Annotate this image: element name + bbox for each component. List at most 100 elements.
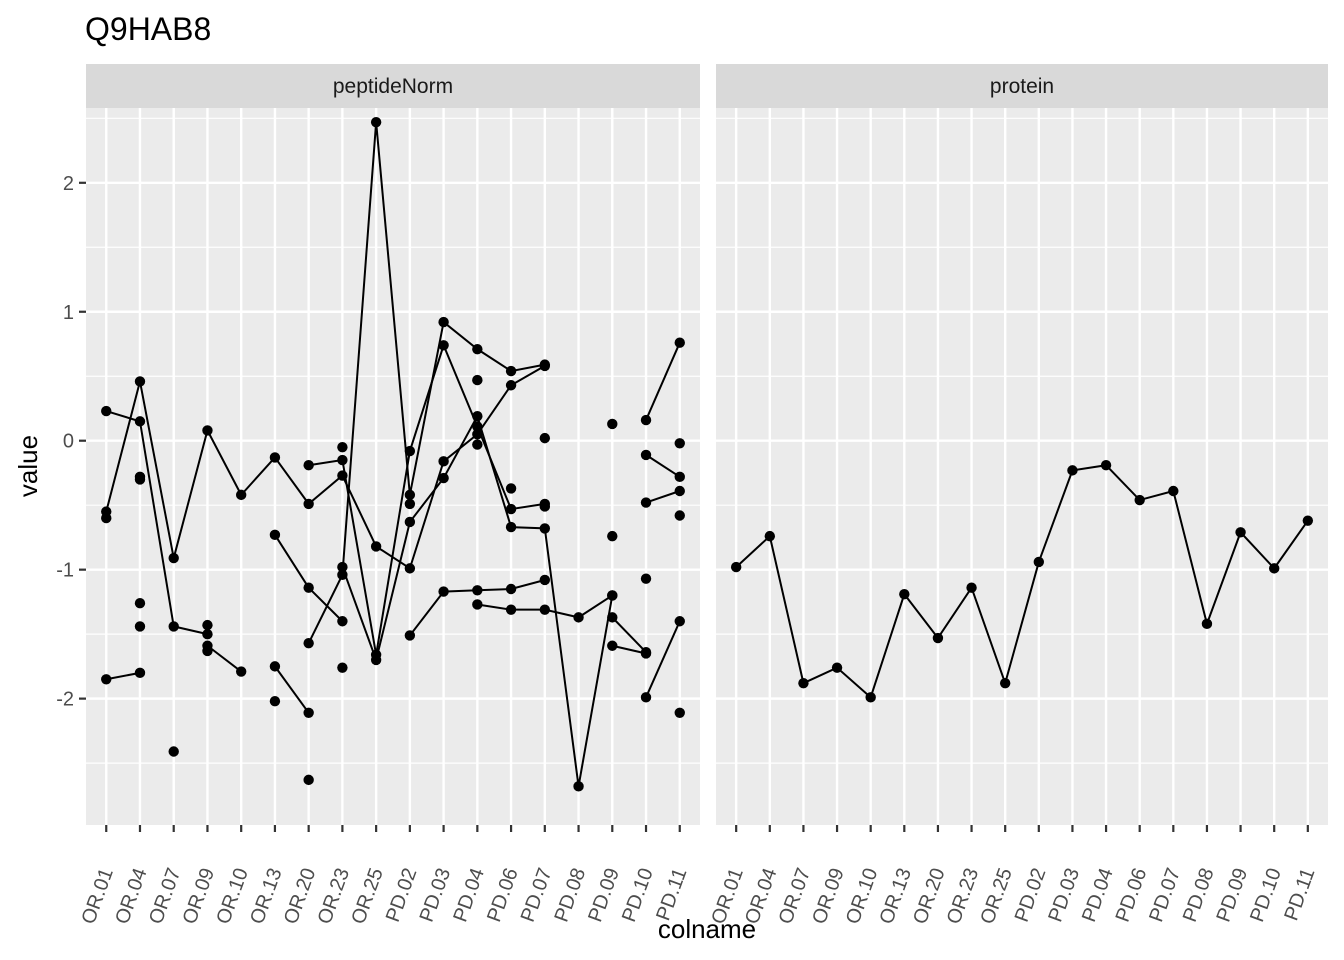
data-point [798,677,809,689]
data-point [472,343,483,355]
data-point [730,561,742,573]
data-point [539,574,551,586]
series-11 [640,337,685,426]
x-axes: OR.01OR.04OR.07OR.09OR.10OR.13OR.20OR.23… [77,825,1320,927]
y-axis: -2 -1 0 1 2 [56,173,86,711]
series-1 [730,460,1314,703]
data-point [674,510,685,521]
series-8 [404,574,551,641]
data-point [438,340,449,351]
data-point [202,645,213,657]
data-point [134,474,146,485]
series-5 [269,661,314,719]
data-point [539,432,551,444]
data-point [640,648,652,659]
panel-background [86,108,700,825]
data-point [539,523,551,534]
data-point [370,116,382,128]
series-line [645,620,681,698]
data-point [1268,563,1280,574]
data-point [337,454,348,466]
data-point [404,630,416,641]
data-point [101,674,112,685]
data-point [472,599,483,610]
series-line [274,665,310,714]
facet-strip-label: peptideNorm [333,75,453,98]
data-point [404,489,416,501]
data-point [303,637,314,649]
data-point [1201,618,1213,630]
data-point [1100,460,1112,471]
facet-strip [86,64,700,108]
data-point [404,516,416,528]
data-point [505,503,517,515]
facet-panels: peptideNorm protein [86,64,1328,825]
data-point [101,512,112,524]
series-line [307,122,546,644]
data-point [404,563,416,574]
series-1 [101,116,652,658]
data-point [134,376,146,387]
x-axis-peptideNorm: OR.01OR.04OR.07OR.09OR.10OR.13OR.20OR.23… [77,825,691,927]
series-line [105,365,546,570]
x-tick-label: PD.11 [1280,865,1319,923]
series-line [206,644,242,673]
data-point [607,530,618,542]
series-line [645,490,681,504]
data-point [134,416,146,427]
data-point [472,374,483,386]
data-point [999,677,1011,689]
data-point [202,628,213,640]
data-point [134,597,146,609]
data-point [640,414,652,426]
data-point [607,418,618,430]
data-point [269,696,281,707]
data-point [303,707,314,719]
series-12 [640,449,685,483]
series-9 [472,590,618,623]
data-point [539,501,551,512]
data-point [1302,515,1314,526]
data-point [269,661,281,672]
series-10 [607,640,652,659]
data-point [865,692,876,703]
data-point [1033,556,1045,568]
data-point [505,583,517,595]
data-point [899,588,910,600]
data-point [966,582,977,593]
data-point [674,337,685,348]
data-point [674,438,685,449]
data-point [472,585,483,596]
data-point [101,405,112,417]
data-point [505,365,517,377]
data-point [674,485,685,497]
data-point [168,746,179,757]
data-point [640,449,652,461]
data-point [1168,485,1179,497]
data-point [505,604,517,615]
data-point [472,411,483,422]
data-point [505,483,517,494]
x-axis-protein: OR.01OR.04OR.07OR.09OR.10OR.13OR.20OR.23… [707,825,1320,927]
data-point [303,582,314,593]
data-point [573,612,584,623]
data-point [674,707,685,719]
data-point [235,666,247,677]
y-tick-label: 1 [63,302,74,324]
data-point [539,604,551,615]
y-tick-label: 2 [63,173,74,195]
series-line [612,644,647,655]
data-point [168,552,179,564]
data-point [404,445,416,457]
facet-strip-label: protein [990,75,1054,98]
facet-protein: protein [716,64,1328,825]
data-point [674,471,685,483]
data-point [1134,494,1145,506]
panel-background [716,108,1328,825]
series-line [645,342,681,421]
series-line [106,671,141,681]
data-point [370,541,382,552]
data-point [269,529,281,541]
data-point [202,619,213,631]
